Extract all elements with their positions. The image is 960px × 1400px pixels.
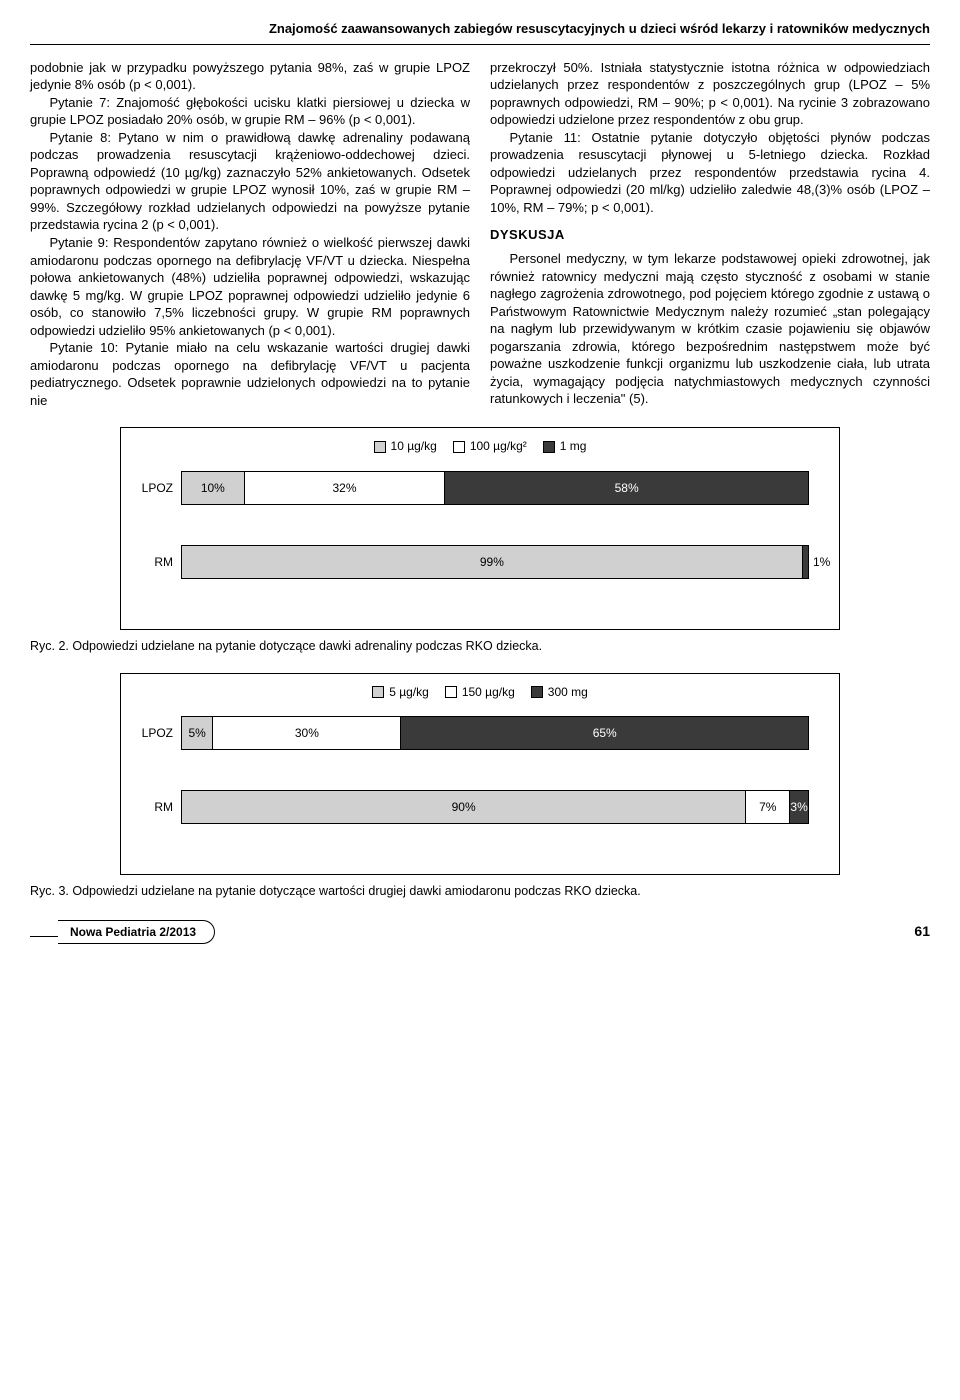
- bar-segment: 5%: [182, 717, 213, 749]
- legend-label: 150 µg/kg: [462, 684, 515, 700]
- journal-tab: Nowa Pediatria 2/2013: [30, 920, 215, 944]
- stacked-bar: 5%30%65%: [181, 716, 809, 750]
- bar-row: LPOZ5%30%65%: [121, 716, 839, 750]
- page-number: 61: [914, 922, 930, 941]
- bar-segment: 7%: [746, 791, 790, 823]
- bar-segment-label-outside: 1%: [813, 554, 830, 570]
- legend-swatch: [453, 441, 465, 453]
- legend-swatch: [531, 686, 543, 698]
- stacked-bar: 90%7%3%: [181, 790, 809, 824]
- bar-segment: 30%: [213, 717, 401, 749]
- bar-row: RM99%1%: [121, 545, 839, 579]
- figure-2-caption: Ryc. 2. Odpowiedzi udzielane na pytanie …: [30, 638, 930, 655]
- legend-label: 1 mg: [560, 438, 587, 454]
- legend-item: 100 µg/kg²: [453, 438, 527, 454]
- bar-segment: 90%: [182, 791, 746, 823]
- legend-swatch: [543, 441, 555, 453]
- bar-row: LPOZ10%32%58%: [121, 471, 839, 505]
- left-column: podobnie jak w przypadku powyższego pyta…: [30, 59, 470, 410]
- para: Personel medyczny, w tym lekarze podstaw…: [490, 250, 930, 408]
- para: Pytanie 10: Pytanie miało na celu wskaza…: [30, 339, 470, 409]
- bar-segment: 58%: [445, 472, 809, 504]
- journal-name: Nowa Pediatria 2/2013: [70, 925, 196, 939]
- legend-swatch: [374, 441, 386, 453]
- legend-label: 10 µg/kg: [391, 438, 437, 454]
- right-column: przekroczył 50%. Istniała statystycznie …: [490, 59, 930, 410]
- bar-category-label: LPOZ: [121, 725, 181, 741]
- figure-2-chart: 10 µg/kg 100 µg/kg² 1 mg LPOZ10%32%58% RM99%…: [120, 427, 840, 629]
- legend-item: 5 µg/kg: [372, 684, 429, 700]
- figure-3-chart: 5 µg/kg 150 µg/kg 300 mg LPOZ5%30%65% RM90%7…: [120, 673, 840, 875]
- body-columns: podobnie jak w przypadku powyższego pyta…: [30, 59, 930, 410]
- para: Pytanie 7: Znajomość głębokości ucisku k…: [30, 94, 470, 129]
- page-footer: Nowa Pediatria 2/2013 61: [30, 920, 930, 944]
- para: Pytanie 9: Respondentów zapytano również…: [30, 234, 470, 339]
- legend-item: 10 µg/kg: [374, 438, 437, 454]
- legend-label: 5 µg/kg: [389, 684, 429, 700]
- bar-segment: 65%: [401, 717, 809, 749]
- para: Pytanie 8: Pytano w nim o prawidłową daw…: [30, 129, 470, 234]
- bar-segment: 32%: [245, 472, 446, 504]
- running-header: Znajomość zaawansowanych zabiegów resusc…: [30, 20, 930, 45]
- stacked-bar: 10%32%58%: [181, 471, 809, 505]
- legend-item: 300 mg: [531, 684, 588, 700]
- section-heading: DYSKUSJA: [490, 226, 930, 244]
- para: przekroczył 50%. Istniała statystycznie …: [490, 59, 930, 129]
- chart-legend: 5 µg/kg 150 µg/kg 300 mg: [121, 684, 839, 700]
- bar-category-label: LPOZ: [121, 480, 181, 496]
- legend-label: 100 µg/kg²: [470, 438, 527, 454]
- bar-row: RM90%7%3%: [121, 790, 839, 824]
- figure-3-caption: Ryc. 3. Odpowiedzi udzielane na pytanie …: [30, 883, 930, 900]
- bar-segment: 10%: [182, 472, 245, 504]
- legend-swatch: [445, 686, 457, 698]
- legend-swatch: [372, 686, 384, 698]
- legend-item: 150 µg/kg: [445, 684, 515, 700]
- para: podobnie jak w przypadku powyższego pyta…: [30, 59, 470, 94]
- bar-segment: 99%: [182, 546, 803, 578]
- bar-segment: [803, 546, 809, 578]
- legend-item: 1 mg: [543, 438, 587, 454]
- chart-legend: 10 µg/kg 100 µg/kg² 1 mg: [121, 438, 839, 454]
- para: Pytanie 11: Ostatnie pytanie dotyczyło o…: [490, 129, 930, 217]
- bar-category-label: RM: [121, 799, 181, 815]
- stacked-bar: 99%1%: [181, 545, 809, 579]
- legend-label: 300 mg: [548, 684, 588, 700]
- bar-category-label: RM: [121, 554, 181, 570]
- bar-segment: 3%: [790, 791, 809, 823]
